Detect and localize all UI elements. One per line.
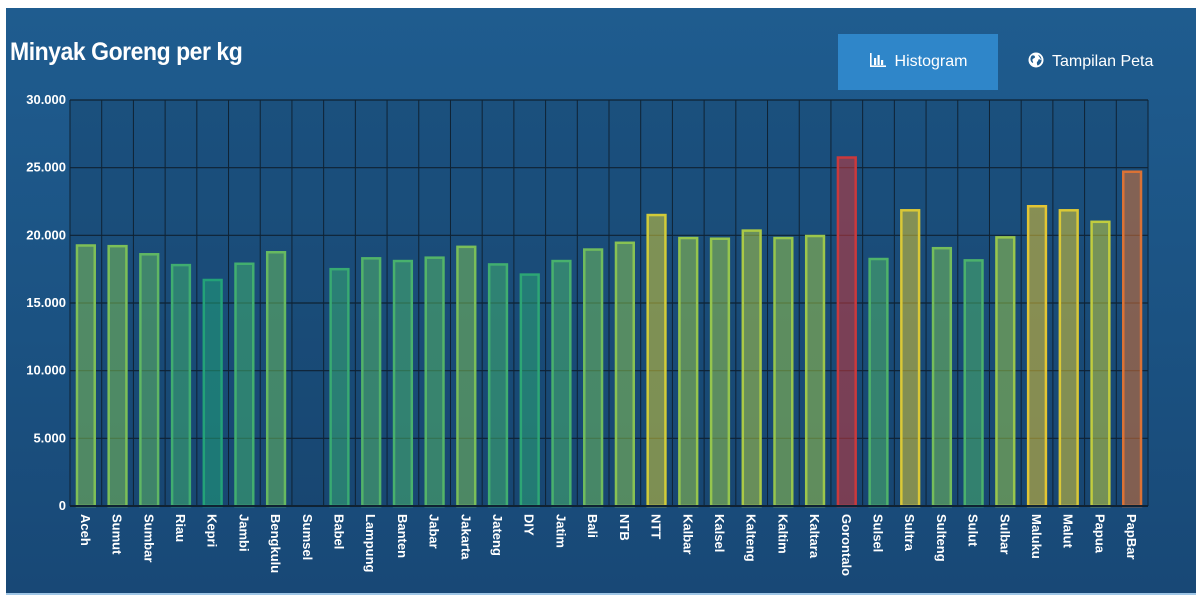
bar-kepri[interactable]: [202, 278, 223, 508]
bar-lampung[interactable]: [361, 257, 382, 508]
bar-sulut[interactable]: [963, 259, 984, 508]
bar-chart-icon: [869, 52, 887, 73]
tab-histogram[interactable]: Histogram: [838, 34, 998, 90]
bar-sultra[interactable]: [900, 209, 921, 508]
y-tick-label: 30.000: [26, 92, 66, 107]
x-tick-label: Papua: [1092, 514, 1107, 554]
bar-babel[interactable]: [329, 267, 350, 508]
x-tick-label: Jatim: [553, 514, 568, 548]
x-tick-label: Gorontalo: [839, 514, 854, 576]
x-tick-label: Babel: [332, 514, 347, 549]
x-tick-label: Riau: [173, 514, 188, 542]
x-tick-label: Kalsel: [712, 514, 727, 552]
bar-sulbar[interactable]: [995, 236, 1016, 508]
bar-bengkulu[interactable]: [265, 251, 287, 508]
x-tick-label: Sumsel: [300, 514, 315, 560]
x-tick-label: Maluku: [1029, 514, 1044, 559]
x-tick-label: Bengkulu: [268, 514, 283, 573]
x-tick-label: Jabar: [427, 514, 442, 549]
x-tick-label: Lampung: [363, 514, 378, 573]
panel-divider: [6, 593, 1196, 595]
bar-jambi[interactable]: [234, 262, 255, 508]
x-tick-label: DIY: [522, 514, 537, 536]
bar-sumut[interactable]: [107, 244, 128, 508]
x-tick-label: Jambi: [236, 514, 251, 552]
x-tick-label: Sulsel: [871, 514, 886, 552]
tab-map-view[interactable]: Tampilan Peta: [1010, 34, 1185, 90]
x-tick-label: Jateng: [490, 514, 505, 556]
x-tick-label: Kalteng: [744, 514, 759, 562]
bar-riau[interactable]: [170, 263, 192, 508]
bar-ntb[interactable]: [614, 241, 635, 508]
y-tick-label: 25.000: [26, 160, 66, 175]
bar-jateng[interactable]: [487, 263, 509, 508]
bar-sulsel[interactable]: [868, 257, 889, 508]
x-tick-label: Kaltara: [807, 514, 822, 559]
x-tick-label: Banten: [395, 514, 410, 558]
x-tick-label: Sulteng: [934, 514, 949, 562]
x-tick-label: Sultra: [902, 514, 917, 552]
bar-kaltim[interactable]: [773, 236, 794, 508]
x-tick-label: PapBar: [1124, 514, 1139, 560]
x-tick-label: Jakarta: [458, 514, 473, 560]
x-tick-label: NTB: [617, 514, 632, 541]
y-tick-label: 10.000: [26, 363, 66, 378]
y-tick-label: 0: [59, 498, 66, 513]
x-tick-label: Sumut: [110, 514, 125, 555]
tab-histogram-label: Histogram: [894, 53, 968, 70]
x-tick-label: Kaltim: [775, 514, 790, 554]
bar-kalsel[interactable]: [709, 237, 731, 508]
bar-jakarta[interactable]: [456, 245, 477, 508]
bar-jabar[interactable]: [424, 256, 445, 508]
bar-diy[interactable]: [519, 273, 540, 508]
x-tick-label: Kalbar: [680, 514, 695, 554]
x-tick-label: NTT: [649, 514, 664, 539]
y-tick-label: 5.000: [33, 430, 66, 445]
bar-aceh[interactable]: [75, 244, 96, 508]
page-title: Minyak Goreng per kg: [10, 38, 243, 66]
bar-sulteng[interactable]: [931, 246, 953, 508]
bar-kalteng[interactable]: [741, 229, 762, 508]
bar-kaltara[interactable]: [804, 234, 826, 508]
bar-maluku[interactable]: [1026, 204, 1048, 508]
x-tick-label: Sulut: [966, 514, 981, 547]
tab-map-view-label: Tampilan Peta: [1052, 53, 1154, 70]
bar-papbar[interactable]: [1122, 170, 1143, 508]
x-tick-label: Malut: [1061, 514, 1076, 549]
y-tick-label: 15.000: [26, 295, 66, 310]
x-tick-label: Bali: [585, 514, 600, 538]
bar-jatim[interactable]: [551, 259, 572, 508]
x-tick-label: Sumbar: [141, 514, 156, 562]
globe-icon: [1028, 52, 1044, 73]
bar-bali[interactable]: [583, 248, 604, 508]
x-tick-label: Kepri: [205, 514, 220, 547]
bar-gorontalo[interactable]: [836, 156, 857, 508]
bar-kalbar[interactable]: [678, 236, 699, 508]
x-tick-label: Aceh: [78, 514, 93, 546]
bar-papua[interactable]: [1090, 220, 1111, 508]
bar-banten[interactable]: [392, 259, 414, 508]
bar-malut[interactable]: [1058, 209, 1079, 508]
x-tick-label: Sulbar: [997, 514, 1012, 554]
bar-ntt[interactable]: [646, 213, 667, 508]
bar-sumbar[interactable]: [139, 253, 160, 508]
y-tick-label: 20.000: [26, 227, 66, 242]
